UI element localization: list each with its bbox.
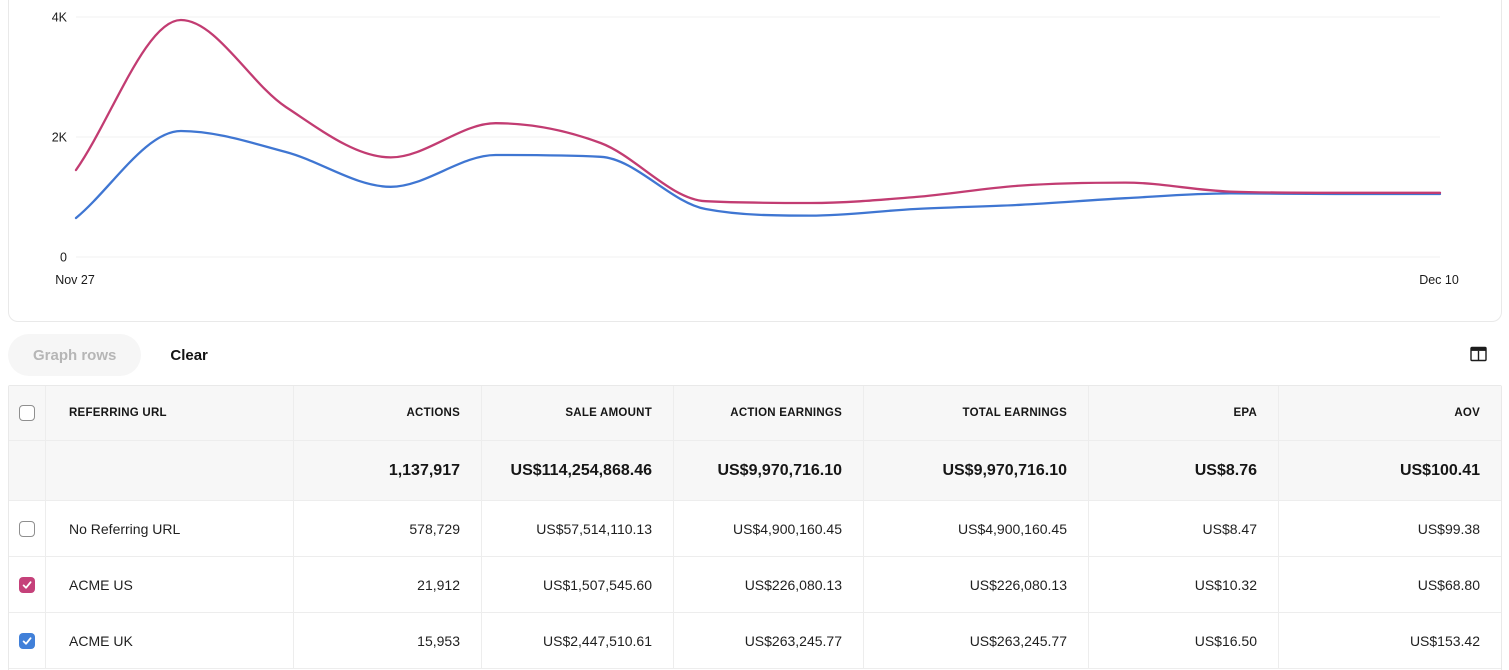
- cell-actions: 578,729: [294, 501, 482, 556]
- cell-action_earnings: US$4,900,160.45: [674, 501, 864, 556]
- checkbox-cell: [9, 441, 46, 500]
- cell-total_earnings: US$263,245.77: [864, 613, 1089, 668]
- cell-total_earnings: US$4,900,160.45: [864, 501, 1089, 556]
- series-line-acme-us: [74, 18, 1442, 205]
- x-tick-label-last: Dec 10: [1419, 273, 1459, 287]
- table-toolbar: Graph rows Clear: [8, 334, 1502, 376]
- x-tick-label-first: Nov 27: [55, 273, 95, 287]
- table-summary-row: 1,137,917 US$114,254,868.46 US$9,970,716.1…: [9, 441, 1501, 501]
- graph-rows-button[interactable]: Graph rows: [8, 334, 142, 376]
- cell-aov: US$99.38: [1417, 520, 1480, 537]
- table-columns-icon: [1469, 346, 1487, 365]
- y-tick-label: 0: [60, 251, 67, 265]
- table-row: ACME UK 15,953 US$2,447,510.61 US$263,245.7…: [9, 613, 1501, 669]
- checkbox-cell: [9, 613, 46, 668]
- cell-referring_url: ACME US: [46, 557, 294, 612]
- summary-total_earnings: US$9,970,716.10: [864, 441, 1089, 500]
- line-chart: 0 2K 4K Nov 27 Dec 10: [52, 11, 1459, 288]
- cell-total_earnings: US$226,080.13: [864, 557, 1089, 612]
- y-tick-label: 4K: [52, 11, 68, 25]
- cell-epa: US$10.32: [1089, 557, 1279, 612]
- row-checkbox[interactable]: [19, 520, 35, 537]
- clear-button[interactable]: Clear: [170, 346, 208, 364]
- table-header-row: REFERRING URL ACTIONS SALE AMOUNT ACTION EA…: [9, 386, 1501, 441]
- column-header-actions: ACTIONS: [294, 386, 482, 440]
- column-header-aov: AOV: [1454, 407, 1480, 419]
- cell-sale_amount: US$2,447,510.61: [482, 613, 674, 668]
- cell-sale_amount: US$1,507,545.60: [482, 557, 674, 612]
- cell-epa: US$8.47: [1089, 501, 1279, 556]
- cell-epa: US$16.50: [1089, 613, 1279, 668]
- cell-referring_url: ACME UK: [46, 613, 294, 668]
- summary-action_earnings: US$9,970,716.10: [674, 441, 864, 500]
- summary-sale_amount: US$114,254,868.46: [482, 441, 674, 500]
- referring-url-table: REFERRING URL ACTIONS SALE AMOUNT ACTION EA…: [8, 385, 1502, 670]
- cell-action_earnings: US$263,245.77: [674, 613, 864, 668]
- table-row: No Referring URL 578,729 US$57,514,110.13 U…: [9, 501, 1501, 557]
- summary-aov: US$100.41: [1399, 461, 1480, 479]
- select-all-checkbox[interactable]: [19, 405, 35, 421]
- column-header-total_earnings: TOTAL EARNINGS: [864, 386, 1089, 440]
- summary-epa: US$8.76: [1089, 441, 1279, 500]
- checkbox-cell: [9, 501, 46, 556]
- cell-referring_url: No Referring URL: [46, 501, 294, 556]
- cell-actions: 21,912: [294, 557, 482, 612]
- series-line-acme-uk: [74, 129, 1442, 220]
- y-tick-label: 2K: [52, 131, 68, 145]
- column-header-sale_amount: SALE AMOUNT: [482, 386, 674, 440]
- cell-action_earnings: US$226,080.13: [674, 557, 864, 612]
- cell-sale_amount: US$57,514,110.13: [482, 501, 674, 556]
- column-header-action_earnings: ACTION EARNINGS: [674, 386, 864, 440]
- summary-referring_url: [46, 441, 294, 500]
- table-row: ACME US 21,912 US$1,507,545.60 US$226,080.1…: [9, 557, 1501, 613]
- performance-chart-card: 0 2K 4K Nov 27 Dec 10: [8, 0, 1502, 322]
- cell-aov: US$153.42: [1409, 632, 1480, 649]
- cell-actions: 15,953: [294, 613, 482, 668]
- summary-actions: 1,137,917: [294, 441, 482, 500]
- checkbox-cell: [9, 386, 46, 440]
- row-checkbox[interactable]: [19, 576, 35, 593]
- row-checkbox[interactable]: [19, 632, 35, 649]
- cell-aov: US$68.80: [1417, 576, 1480, 593]
- checkbox-cell: [9, 557, 46, 612]
- column-header-epa: EPA: [1089, 386, 1279, 440]
- columns-settings-button[interactable]: [1469, 346, 1487, 364]
- column-header-referring_url: REFERRING URL: [46, 386, 294, 440]
